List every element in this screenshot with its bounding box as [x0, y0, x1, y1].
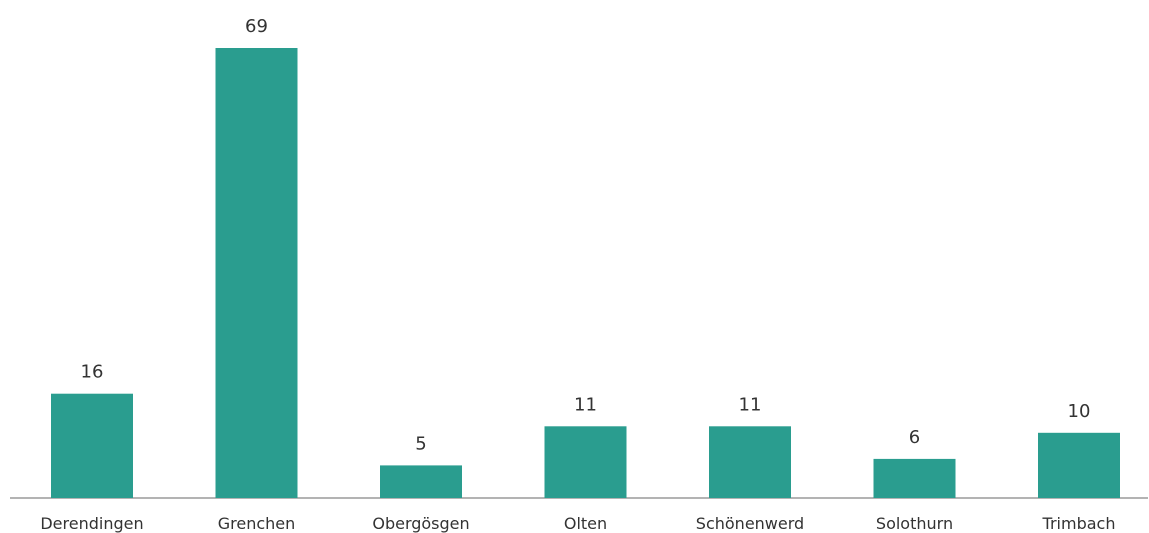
- value-labels-group: 16 69 5 11 11 6 10: [81, 16, 1091, 454]
- value-label-6: 10: [1068, 401, 1091, 422]
- value-label-0: 16: [81, 362, 104, 383]
- category-label-6: Trimbach: [1042, 514, 1116, 533]
- category-label-5: Solothurn: [876, 514, 953, 533]
- value-label-5: 6: [909, 427, 920, 448]
- bar-3: [544, 426, 627, 498]
- bar-4: [709, 426, 791, 498]
- bar-0: [51, 393, 133, 498]
- category-label-2: Obergösgen: [372, 514, 469, 533]
- bar-1: [215, 48, 298, 498]
- bar-5: [873, 458, 956, 498]
- bars-group: [51, 48, 1120, 498]
- category-labels-group: Derendingen Grenchen Obergösgen Olten Schöne…: [40, 514, 1115, 533]
- category-label-4: Schönenwerd: [696, 514, 804, 533]
- category-label-3: Olten: [564, 514, 607, 533]
- value-label-3: 11: [574, 394, 597, 415]
- value-label-1: 69: [245, 16, 268, 37]
- value-label-2: 5: [415, 433, 426, 454]
- category-label-1: Grenchen: [218, 514, 296, 533]
- bar-6: [1038, 432, 1120, 498]
- value-label-4: 11: [739, 394, 762, 415]
- bar-2: [380, 465, 462, 498]
- category-label-0: Derendingen: [40, 514, 143, 533]
